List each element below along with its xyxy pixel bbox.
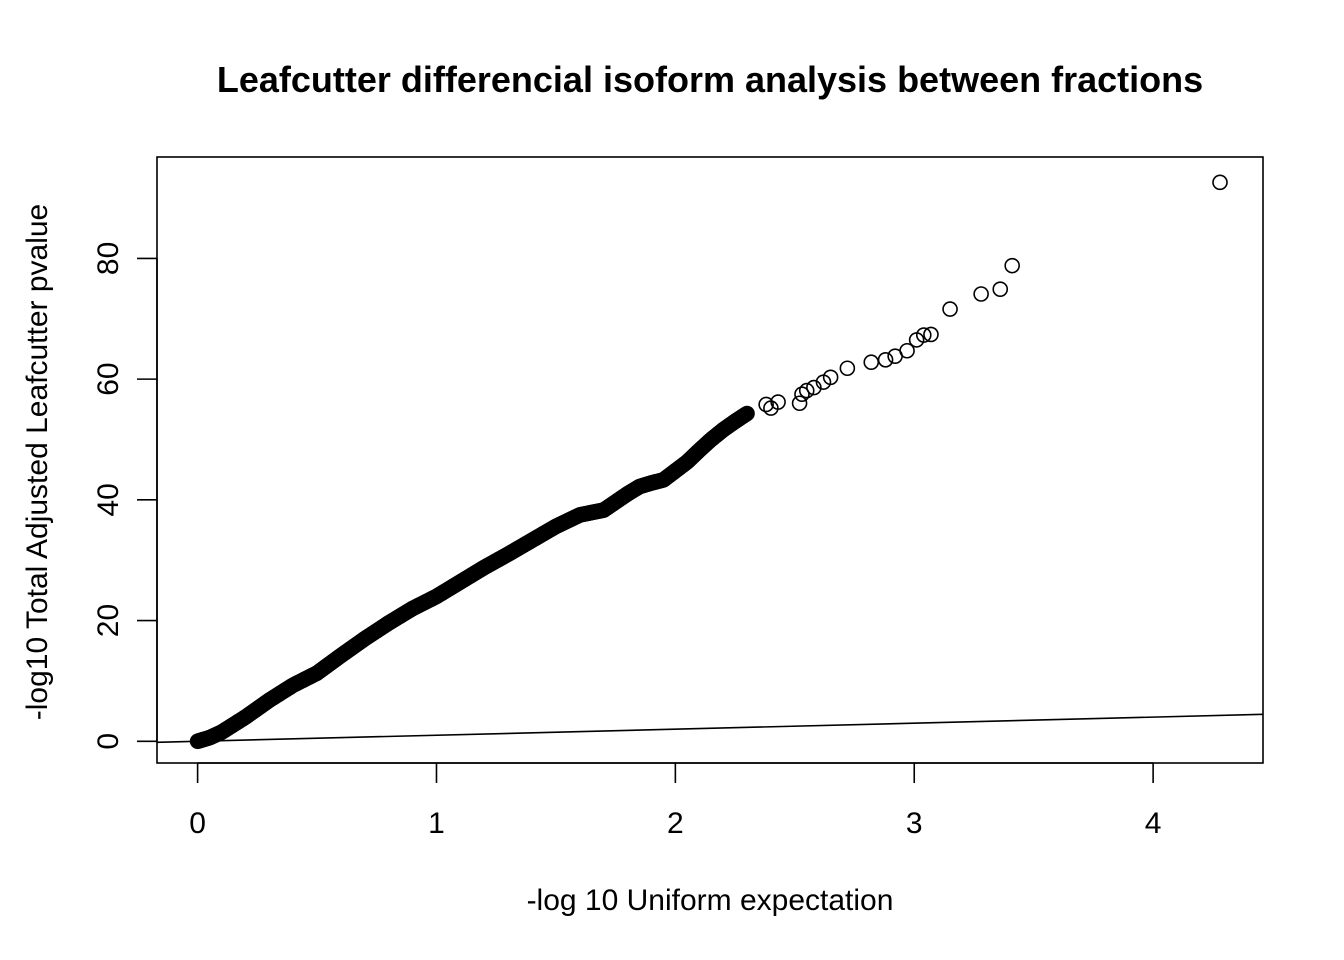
- data-point: [1212, 174, 1228, 191]
- data-point: [839, 360, 856, 377]
- x-tick-label: 2: [667, 807, 684, 840]
- data-point: [863, 354, 880, 371]
- y-tick-label: 80: [92, 242, 125, 275]
- data-point: [763, 400, 779, 416]
- identity-line: [156, 713, 1264, 744]
- x-tick-label: 4: [1145, 807, 1162, 840]
- data-point: [942, 301, 958, 317]
- x-tick-label: 3: [906, 807, 923, 840]
- x-tick-label: 0: [189, 807, 206, 840]
- data-point: [1004, 257, 1020, 274]
- data-point: [791, 395, 808, 412]
- data-point: [822, 369, 839, 386]
- y-tick-label: 0: [92, 733, 125, 750]
- y-axis: 0 20 40 60 80: [92, 242, 158, 750]
- x-axis: 0 1 2 3 4: [189, 762, 1162, 840]
- data-point: [973, 286, 989, 302]
- data-point: [739, 405, 755, 422]
- data-point: [915, 327, 932, 343]
- data-point: [798, 382, 815, 399]
- data-point: [923, 326, 939, 343]
- x-axis-label: -log 10 Uniform expectation: [527, 884, 894, 917]
- data-point: [992, 281, 1009, 297]
- y-tick-label: 60: [92, 362, 125, 395]
- y-tick-label: 20: [92, 604, 125, 637]
- data-point: [758, 396, 774, 413]
- data-point: [806, 379, 822, 396]
- data-point: [794, 386, 810, 403]
- reference-line: [156, 713, 1264, 744]
- x-tick-label: 1: [428, 807, 445, 840]
- y-axis-label: -log10 Total Adjusted Leafcutter pvalue: [21, 204, 54, 720]
- data-point: [899, 342, 915, 359]
- points-layer: [189, 174, 1228, 750]
- chart-title: Leafcutter differencial isoform analysis…: [217, 59, 1203, 100]
- data-point: [877, 351, 894, 368]
- y-tick-label: 40: [92, 483, 125, 516]
